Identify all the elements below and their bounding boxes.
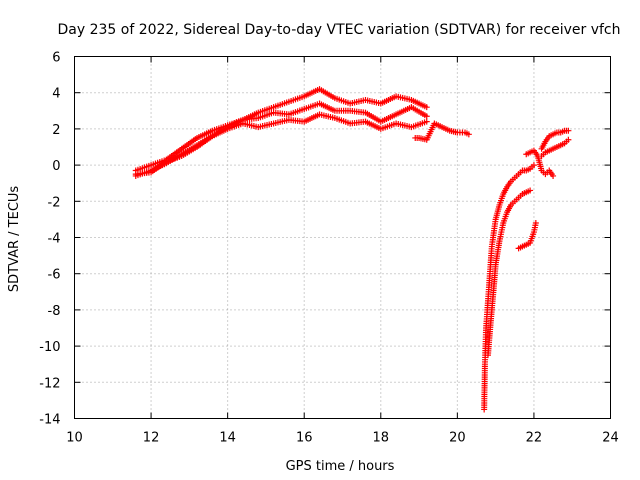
x-axis-label: GPS time / hours (286, 459, 395, 474)
y-tick-label: -2 (48, 195, 61, 210)
y-tick-label: -10 (39, 340, 60, 355)
data-point (532, 220, 539, 227)
data-points (132, 86, 572, 413)
y-tick-label: -6 (48, 268, 61, 283)
x-tick-label: 20 (449, 431, 466, 446)
y-axis-label: SDTVAR / TECUs (7, 186, 22, 293)
x-tick-label: 12 (143, 431, 160, 446)
x-tick-label: 22 (526, 431, 543, 446)
data-point (465, 131, 472, 138)
y-tick-label: -8 (48, 304, 61, 319)
series-drop-1 (481, 162, 537, 413)
series-late-2 (538, 136, 572, 160)
data-point (530, 162, 537, 169)
data-point (423, 118, 430, 125)
y-tick-label: -14 (39, 413, 60, 428)
series-drop-2 (484, 187, 534, 359)
series-band-a (132, 86, 430, 179)
series-late-1 (538, 127, 572, 152)
x-tick-label: 18 (373, 431, 390, 446)
y-tick-label: 6 (52, 51, 60, 66)
y-tick-label: 2 (52, 123, 60, 138)
x-tick-label: 16 (296, 431, 313, 446)
series-small-b (523, 147, 557, 179)
chart-title: Day 235 of 2022, Sidereal Day-to-day VTE… (57, 22, 620, 38)
series-small-a (515, 220, 539, 252)
x-tick-label: 14 (219, 431, 236, 446)
y-tick-label: -12 (39, 376, 60, 391)
data-point (550, 172, 557, 179)
grid (74, 56, 611, 419)
data-point (565, 136, 572, 143)
x-tick-label: 10 (66, 431, 83, 446)
plot-frame (74, 56, 611, 419)
y-tick-label: 4 (52, 87, 60, 102)
data-point (423, 104, 430, 111)
data-point (527, 187, 534, 194)
series-band-b (132, 100, 430, 174)
series-band-c (132, 111, 430, 178)
x-tick-label: 24 (602, 431, 619, 446)
data-point (423, 113, 430, 120)
series-evening (412, 120, 472, 143)
data-point (565, 127, 572, 134)
y-tick-label: 0 (52, 159, 60, 174)
y-tick-label: -4 (48, 232, 61, 247)
